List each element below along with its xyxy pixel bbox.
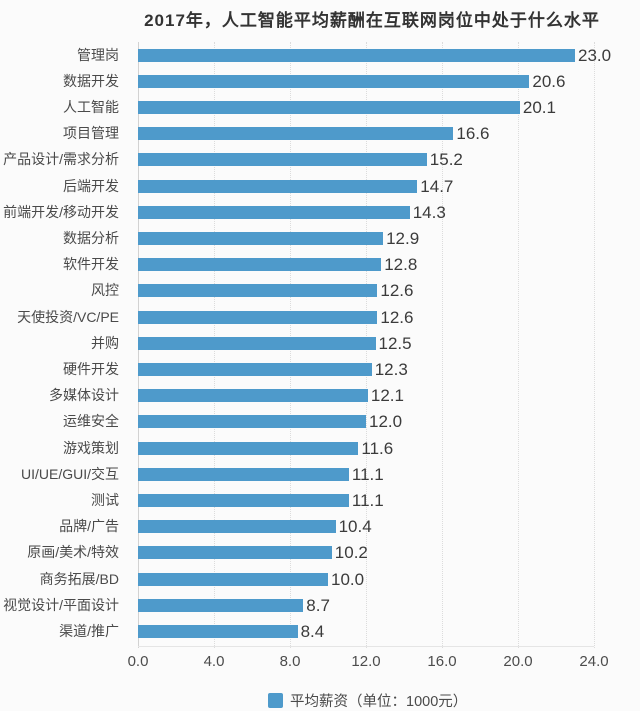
category-label: 风控 <box>91 282 119 299</box>
category-label: 运维安全 <box>63 413 119 430</box>
value-label: 12.0 <box>369 412 403 432</box>
bar <box>138 441 359 455</box>
value-label: 12.5 <box>378 333 412 353</box>
category-label: 人工智能 <box>63 99 119 115</box>
category-label: 硬件开发 <box>63 361 119 377</box>
category-label: UI/UE/GUI/交互 <box>20 465 119 482</box>
legend: 平均薪资（单位：1000元） <box>268 690 467 711</box>
value-label: 11.1 <box>351 464 384 484</box>
value-label: 23.0 <box>578 45 612 65</box>
bar <box>138 467 349 481</box>
bar <box>138 310 378 324</box>
category-label: 原画/美术/特效 <box>27 544 119 561</box>
bar <box>138 572 328 586</box>
x-tick-label: 16.0 <box>427 653 457 670</box>
bar <box>138 74 530 88</box>
value-label: 14.7 <box>420 176 454 196</box>
bar <box>138 598 304 612</box>
bar <box>138 101 520 114</box>
gridline <box>442 42 443 648</box>
bar <box>138 127 454 141</box>
value-label: 10.4 <box>338 517 372 537</box>
bar <box>138 153 427 167</box>
category-label: 软件开发 <box>63 256 119 273</box>
value-label: 14.3 <box>412 202 446 222</box>
category-label: 视觉设计/平面设计 <box>3 596 119 613</box>
value-label: 11.6 <box>361 438 394 458</box>
category-label: 并购 <box>91 334 119 351</box>
gridline <box>518 42 519 648</box>
value-label: 10.0 <box>331 569 365 589</box>
value-label: 20.6 <box>532 71 566 91</box>
x-axis-line <box>138 646 594 647</box>
value-label: 8.7 <box>306 595 330 615</box>
x-tick-label: 24.0 <box>579 653 609 670</box>
value-label: 12.9 <box>386 229 420 248</box>
category-label: 前端开发/移动开发 <box>3 203 119 220</box>
category-label: 测试 <box>91 492 119 508</box>
value-label: 10.2 <box>334 543 368 563</box>
category-label: 品牌/广告 <box>59 518 119 535</box>
bar <box>138 258 382 272</box>
legend-swatch <box>268 693 283 708</box>
bar <box>138 546 332 560</box>
x-tick-label: 4.0 <box>203 653 225 670</box>
category-label: 数据开发 <box>63 72 119 89</box>
value-label: 12.3 <box>374 360 408 379</box>
bar <box>138 625 298 638</box>
legend-label: 平均薪资（单位：1000元） <box>290 694 468 710</box>
value-label: 12.6 <box>380 281 414 301</box>
bar <box>138 336 376 350</box>
chart-title: 2017年，人工智能平均薪酬在互联网岗位中处于什么水平 <box>144 11 600 30</box>
bar <box>138 48 575 62</box>
value-label: 12.1 <box>370 386 404 406</box>
bar <box>138 520 336 534</box>
value-label: 11.1 <box>351 491 384 510</box>
category-label: 多媒体设计 <box>49 387 119 404</box>
category-label: 天使投资/VC/PE <box>17 308 119 325</box>
category-label: 后端开发 <box>63 177 119 194</box>
value-label: 20.1 <box>522 98 556 117</box>
category-label: 管理岗 <box>77 46 119 63</box>
bar <box>138 494 349 507</box>
x-tick-label: 0.0 <box>127 653 149 670</box>
x-tick-label: 8.0 <box>279 653 301 670</box>
category-label: 游戏策划 <box>63 439 119 456</box>
category-label: 数据分析 <box>63 230 119 246</box>
bar <box>138 232 384 245</box>
value-label: 12.6 <box>380 307 414 327</box>
gridline <box>594 42 595 648</box>
value-label: 15.2 <box>429 150 463 170</box>
value-label: 12.8 <box>384 255 418 275</box>
value-label: 16.6 <box>456 124 490 144</box>
x-tick-label: 12.0 <box>351 653 381 670</box>
bar <box>138 389 368 403</box>
bar <box>138 205 410 219</box>
category-label: 渠道/推广 <box>59 623 119 639</box>
bar <box>138 179 418 193</box>
category-label: 产品设计/需求分析 <box>3 151 119 168</box>
value-label: 8.4 <box>300 622 325 641</box>
bar <box>138 363 372 376</box>
bar <box>138 284 378 298</box>
bar <box>138 415 366 429</box>
x-tick-label: 20.0 <box>503 653 533 670</box>
category-label: 项目管理 <box>63 125 119 142</box>
category-label: 商务拓展/BD <box>39 570 119 587</box>
